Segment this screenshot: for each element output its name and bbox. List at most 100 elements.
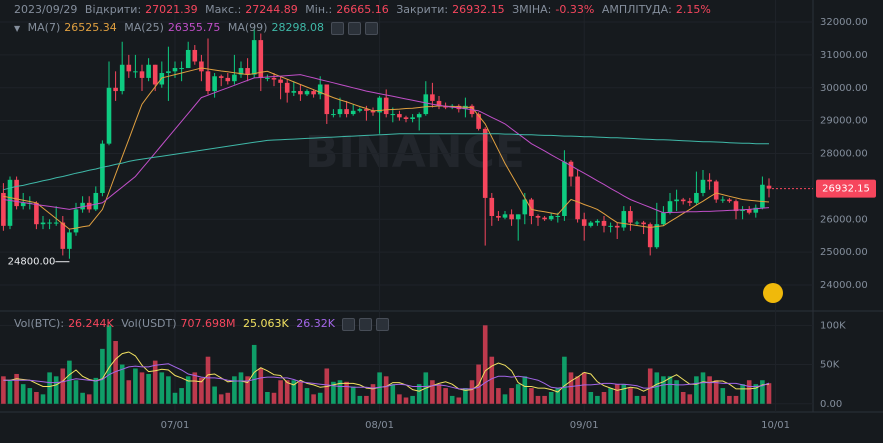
volume-bar <box>172 392 178 404</box>
volume-bar <box>522 376 528 404</box>
candle-body <box>727 199 732 202</box>
candle-body <box>390 114 396 116</box>
candle-body <box>634 222 640 224</box>
volume-bar <box>509 388 514 404</box>
close-button[interactable] <box>376 317 390 331</box>
volume-value: 26.244K <box>68 317 114 330</box>
candle-body <box>436 100 442 106</box>
volume-bar <box>331 381 336 404</box>
close-label: Закрити: <box>396 3 449 16</box>
ma-name: MA(25) <box>124 21 164 34</box>
volume-bar <box>344 381 349 404</box>
candle-body <box>199 61 204 72</box>
ma-value: 28298.08 <box>271 21 324 34</box>
candle-body <box>350 110 356 115</box>
candle-body <box>47 222 52 224</box>
last-price-box <box>816 179 876 198</box>
volume-bar <box>60 368 66 404</box>
candle-body <box>377 97 382 113</box>
volume-bar <box>86 394 92 404</box>
volume-ma-value: 26.32K <box>296 317 335 330</box>
volume-name: Vol(BTC): <box>14 317 65 330</box>
y-tick-label: 50K <box>820 360 840 371</box>
volume-usdt-name: Vol(USDT) <box>121 317 177 330</box>
amplitude-value: 2.15% <box>675 3 711 16</box>
candle-body <box>225 77 231 82</box>
volume-bar <box>581 372 587 404</box>
volume-bar <box>502 394 508 404</box>
volume-bar <box>265 392 270 404</box>
candle-body <box>555 215 561 217</box>
assistant-button[interactable] <box>763 283 783 303</box>
settings-button[interactable] <box>359 317 373 331</box>
volume-bar <box>634 395 640 404</box>
candle-body <box>238 68 244 75</box>
candle-body <box>291 91 297 93</box>
ma-value: 26525.34 <box>64 21 117 34</box>
volume-bar <box>139 372 145 404</box>
candle-body <box>146 64 151 78</box>
volume-bar <box>271 392 277 404</box>
candle-body <box>713 181 719 200</box>
candle-body <box>357 109 363 111</box>
candle-body <box>34 202 39 225</box>
volume-bar <box>403 397 409 404</box>
candle-body <box>628 211 633 223</box>
candle-body <box>674 199 679 202</box>
volume-bar <box>482 325 488 404</box>
candle-body <box>278 79 283 83</box>
volume-bar <box>93 377 99 404</box>
volume-bar <box>7 380 13 404</box>
volume-bar <box>456 397 462 404</box>
candle-body <box>581 219 587 226</box>
candle-body <box>152 64 158 85</box>
volume-bar <box>641 395 646 404</box>
close-button[interactable] <box>365 21 379 35</box>
volume-bar <box>700 372 706 404</box>
candle-body <box>317 84 323 95</box>
volume-bar <box>126 380 132 404</box>
volume-ma-line <box>3 363 770 390</box>
y-tick-label: 0.00 <box>820 399 842 410</box>
ma-line <box>3 67 770 230</box>
volume-bar <box>73 380 79 404</box>
volume-bar <box>727 395 732 404</box>
low-marker: 24800.00 <box>8 257 56 268</box>
candle-body <box>304 91 310 95</box>
last-price: 26932.15 <box>822 184 870 195</box>
volume-bar <box>80 392 85 404</box>
volume-bar <box>496 388 501 404</box>
candle-body <box>1 192 6 226</box>
volume-bar <box>621 384 627 404</box>
volume-bar <box>291 380 297 404</box>
volume-bar <box>284 380 290 404</box>
price-header: 2023/09/29 Відкрити: 27021.39 Макс.: 27244… <box>14 3 715 16</box>
volume-bar <box>674 380 679 404</box>
volume-bar <box>47 372 52 404</box>
volume-bar <box>430 380 435 404</box>
candle-body <box>106 87 112 144</box>
candle-body <box>733 201 739 212</box>
amplitude-label: АМПЛІТУДА: <box>601 3 672 16</box>
candle-body <box>608 225 613 227</box>
candle-body <box>86 202 92 210</box>
visibility-button[interactable] <box>331 21 345 35</box>
volume-bar <box>278 380 283 404</box>
candle-body <box>383 97 389 115</box>
collapse-arrow[interactable]: ▼ <box>14 24 21 33</box>
candle-body <box>192 49 198 62</box>
volume-bar <box>232 376 237 404</box>
volume-bar <box>133 368 138 404</box>
candle-body <box>482 128 488 198</box>
volume-bar <box>383 376 389 404</box>
volume-bar <box>20 384 26 404</box>
visibility-button[interactable] <box>342 317 356 331</box>
settings-button[interactable] <box>348 21 362 35</box>
volume-bar <box>469 380 475 404</box>
candle-body <box>489 197 495 216</box>
candle-body <box>119 64 125 92</box>
volume-bar <box>588 392 594 404</box>
volume-bar <box>14 373 19 404</box>
volume-bar <box>766 383 772 404</box>
candle-body <box>185 49 191 69</box>
